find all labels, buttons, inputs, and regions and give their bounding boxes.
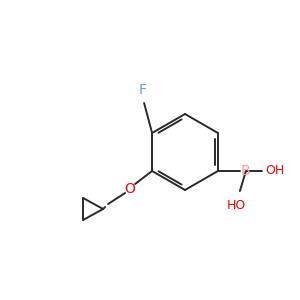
Text: B: B — [241, 164, 250, 178]
Text: OH: OH — [265, 164, 284, 178]
Text: O: O — [125, 182, 136, 196]
Text: HO: HO — [226, 199, 245, 212]
Text: F: F — [139, 83, 147, 97]
